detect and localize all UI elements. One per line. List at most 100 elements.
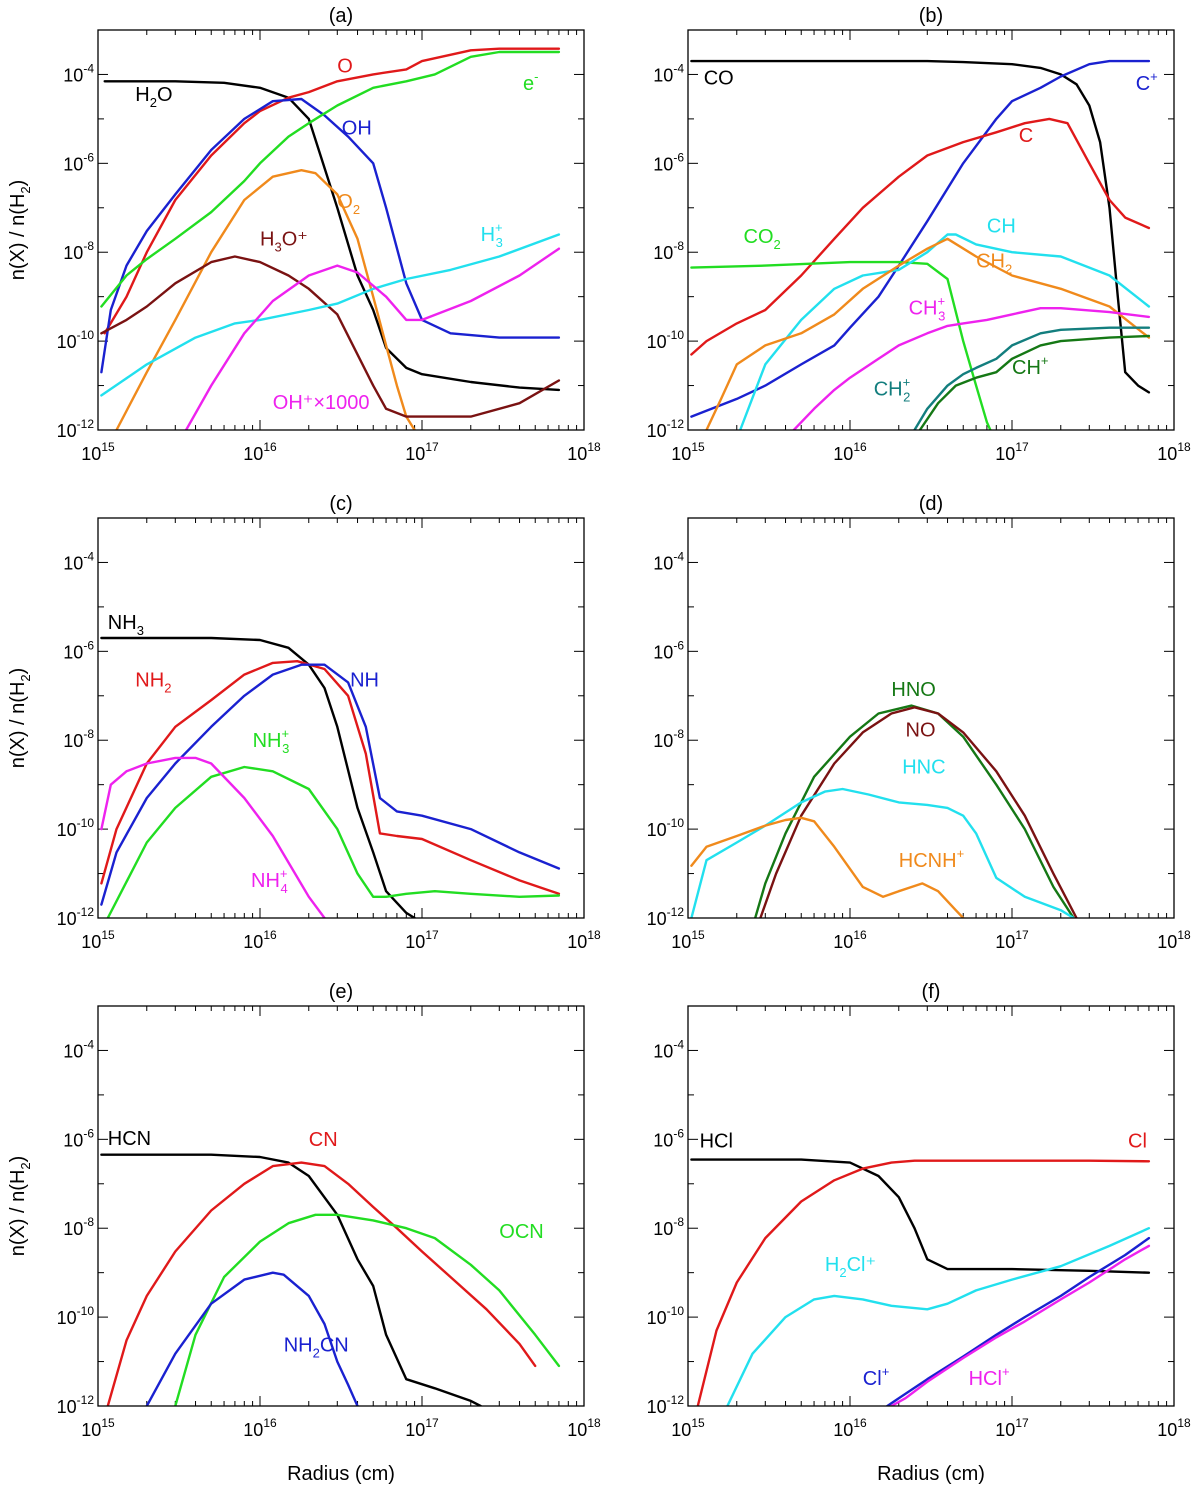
series-line-o bbox=[103, 47, 561, 335]
series-line-h2cl- bbox=[726, 1226, 1151, 1406]
panel-a: H2O O OH e- O2 H3O⁺ H+ 3 OH⁺×1000 1015 1016 1017 101… bbox=[7, 5, 601, 464]
panel-label: (f) bbox=[922, 981, 941, 1003]
y-tick-label: 10-12 bbox=[647, 1393, 685, 1417]
y-tick-label: 10-8 bbox=[63, 239, 94, 263]
series-line-h3o- bbox=[100, 255, 561, 418]
panel-d: HNO NO HNC HCNH+ 1015 1016 1017 1018 10-12 10-10 1… bbox=[647, 493, 1191, 952]
series-line-e- bbox=[100, 50, 561, 308]
series-label-no: NO bbox=[906, 720, 936, 742]
series-line-h3- bbox=[100, 233, 561, 397]
x-axis-title: Radius (cm) bbox=[287, 1463, 395, 1485]
series-label-nh3: NH3 bbox=[108, 612, 144, 638]
series-label-o: O bbox=[337, 56, 353, 78]
series-line-nh3 bbox=[100, 636, 416, 918]
y-tick-label: 10-12 bbox=[57, 417, 95, 441]
x-tick-label: 1016 bbox=[243, 928, 277, 952]
panel-label: (b) bbox=[919, 5, 943, 27]
series-label-c: C bbox=[1019, 125, 1033, 147]
x-tick-label: 1015 bbox=[81, 1416, 115, 1440]
series-line-nh4- bbox=[100, 756, 326, 918]
y-tick-label: 10-8 bbox=[653, 239, 684, 263]
y-tick-label: 10-6 bbox=[63, 1126, 94, 1150]
y-tick-label: 10-10 bbox=[57, 328, 95, 352]
series-label-co2: CO2 bbox=[744, 226, 781, 252]
panel-e: HCN CN OCN NH2CN 1015 1016 1017 1018 10-12 10-10 1… bbox=[7, 981, 601, 1485]
y-tick-label: 10-6 bbox=[653, 1126, 684, 1150]
series-label-hcnh-: HCNH+ bbox=[899, 846, 964, 872]
series-line-hnc bbox=[690, 787, 1075, 918]
x-tick-label: 1018 bbox=[567, 1416, 601, 1440]
series-line-no bbox=[759, 706, 1078, 918]
y-axis-title: n(X) / n(H2) bbox=[7, 180, 33, 281]
x-tick-label: 1016 bbox=[833, 928, 867, 952]
x-tick-label: 1018 bbox=[1157, 928, 1191, 952]
x-tick-label: 1018 bbox=[1157, 1416, 1191, 1440]
series-line-hcnh- bbox=[690, 816, 965, 918]
x-tick-label: 1015 bbox=[81, 928, 115, 952]
y-tick-label: 10-10 bbox=[647, 328, 685, 352]
series-line-hcn bbox=[100, 1153, 482, 1406]
plot-frame bbox=[97, 1005, 585, 1407]
series-label-c-: C+ bbox=[1136, 69, 1158, 95]
series-label-hcl: HCl bbox=[700, 1131, 733, 1153]
plot-frame bbox=[687, 29, 1175, 431]
x-tick-label: 1015 bbox=[81, 440, 115, 464]
y-tick-label: 10-12 bbox=[57, 1393, 95, 1417]
y-tick-label: 10-6 bbox=[653, 150, 684, 174]
series-label-nh4-: NH+ 4 bbox=[251, 866, 288, 896]
series-label-cl-: Cl+ bbox=[863, 1364, 889, 1390]
series-line-cn bbox=[106, 1161, 537, 1406]
series-line-h2o bbox=[103, 80, 561, 392]
series-label-o2: O2 bbox=[337, 191, 360, 217]
series-line-ch2 bbox=[705, 237, 1151, 430]
series-line-o2 bbox=[115, 168, 416, 430]
x-tick-label: 1016 bbox=[243, 1416, 277, 1440]
x-tick-label: 1015 bbox=[671, 440, 705, 464]
series-line-cl bbox=[696, 1159, 1151, 1406]
series-line-hcl- bbox=[890, 1244, 1151, 1406]
y-tick-label: 10-10 bbox=[57, 816, 95, 840]
series-label-h3o-: H3O⁺ bbox=[260, 229, 308, 255]
panel-label: (d) bbox=[919, 493, 943, 515]
series-label-ch-: CH+ bbox=[1012, 353, 1048, 379]
y-tick-label: 10-4 bbox=[63, 1037, 94, 1061]
series-line-co2 bbox=[690, 260, 992, 430]
panel-label: (c) bbox=[329, 493, 352, 515]
y-tick-label: 10-12 bbox=[57, 905, 95, 929]
panel-c: NH3 NH2 NH NH+ 3 NH+ 4 1015 1016 1017 1018 10-12 10-… bbox=[7, 493, 601, 952]
series-label-cn: CN bbox=[309, 1129, 338, 1151]
plot-frame bbox=[97, 29, 585, 431]
series-label-cl: Cl bbox=[1128, 1131, 1147, 1153]
series-line-hcl bbox=[690, 1158, 1151, 1274]
x-tick-label: 1017 bbox=[405, 440, 439, 464]
series-line-co bbox=[690, 59, 1151, 394]
x-axis-title: Radius (cm) bbox=[877, 1463, 985, 1485]
ticks bbox=[97, 518, 584, 919]
y-tick-label: 10-12 bbox=[647, 905, 685, 929]
series-label-nh: NH bbox=[350, 670, 379, 692]
series-label-nh2cn: NH2CN bbox=[284, 1334, 349, 1360]
series-line-c- bbox=[690, 59, 1151, 418]
y-tick-label: 10-6 bbox=[653, 638, 684, 662]
x-tick-label: 1015 bbox=[671, 1416, 705, 1440]
x-tick-label: 1016 bbox=[833, 1416, 867, 1440]
series-label-ch2-: CH+ 2 bbox=[874, 374, 911, 404]
series-line-ocn bbox=[174, 1213, 561, 1406]
x-tick-label: 1018 bbox=[567, 440, 601, 464]
series-label-hcl-: HCl+ bbox=[969, 1364, 1010, 1390]
series-line-nh2 bbox=[100, 660, 561, 895]
x-tick-label: 1018 bbox=[1157, 440, 1191, 464]
series-label-ocn: OCN bbox=[499, 1221, 543, 1243]
series-label-nh3-: NH+ 3 bbox=[253, 726, 290, 756]
y-tick-label: 10-10 bbox=[647, 816, 685, 840]
y-tick-label: 10-4 bbox=[63, 61, 94, 85]
plot-frame bbox=[97, 517, 585, 919]
x-tick-label: 1017 bbox=[995, 928, 1029, 952]
y-tick-label: 10-8 bbox=[653, 1215, 684, 1239]
y-tick-label: 10-4 bbox=[653, 1037, 684, 1061]
series-label-hno: HNO bbox=[891, 679, 935, 701]
y-tick-label: 10-10 bbox=[57, 1304, 95, 1328]
y-axis-title: n(X) / n(H2) bbox=[7, 1156, 33, 1257]
ticks bbox=[687, 30, 1174, 431]
y-tick-label: 10-8 bbox=[63, 727, 94, 751]
